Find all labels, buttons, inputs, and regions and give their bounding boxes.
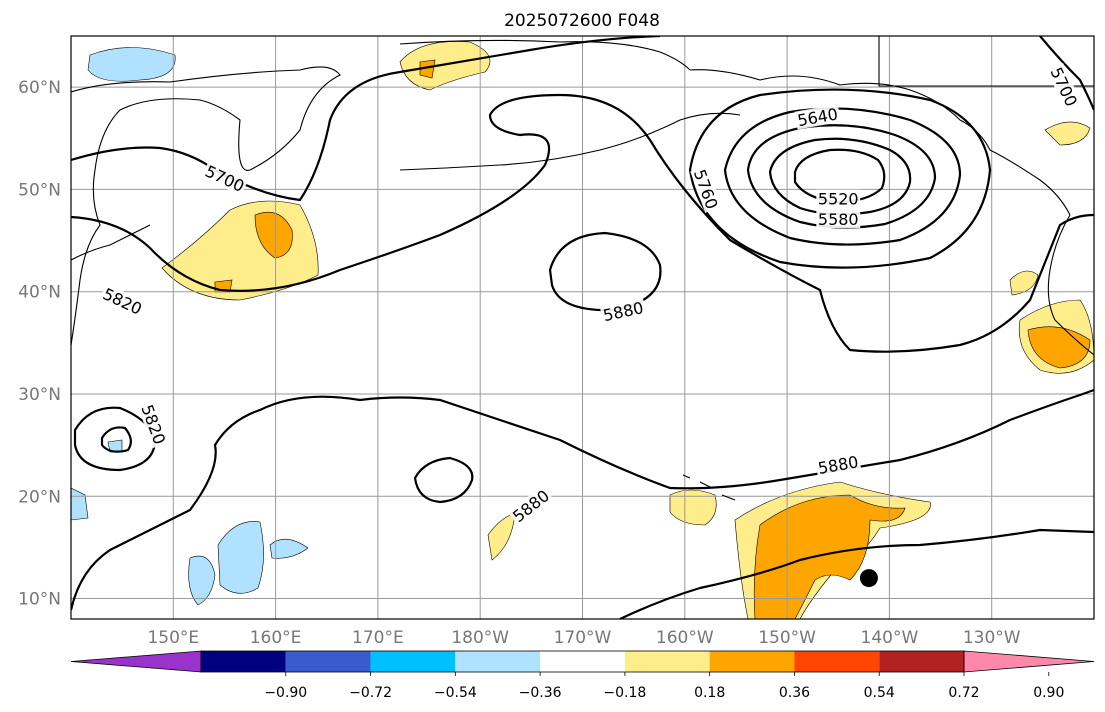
contour-5880-south (71, 388, 1094, 611)
colorbar-tick-9: 0.90 (1033, 685, 1064, 701)
latitude-labels: 10°N 20°N 30°N 40°N 50°N 60°N (18, 78, 61, 609)
contour-low-1 (688, 88, 992, 269)
contour-label-9: 5580 (816, 210, 861, 229)
coast-japan (71, 224, 151, 261)
colorbar-extend-high (963, 650, 1095, 673)
lon-label-8: 130°W (963, 628, 1021, 648)
figure-title: 2025072600 F048 (504, 11, 660, 31)
contour-5820-west (71, 93, 1094, 353)
colorbar-tick-6: 0.36 (779, 685, 810, 701)
shade-yellow-ca-small (1009, 270, 1039, 296)
coast-border (878, 36, 1094, 87)
lat-label-5: 60°N (18, 78, 61, 98)
shade-orange-top (419, 59, 436, 79)
coast-kamchatka (71, 66, 341, 346)
coast-alaska (689, 69, 1071, 216)
coast-aleutians (399, 112, 741, 171)
lon-label-3: 180°W (451, 628, 509, 648)
lon-label-6: 150°W (758, 628, 816, 648)
contour-label-8: 5520 (816, 189, 861, 209)
shade-light-blue-nw (87, 47, 176, 82)
svg-text:5520: 5520 (818, 190, 859, 209)
map-frame (70, 35, 1095, 620)
colorbar-tick-4: −0.18 (603, 685, 646, 701)
coast-west-na (1047, 214, 1094, 356)
lon-label-7: 140°W (861, 628, 919, 648)
lon-label-1: 160°E (250, 628, 302, 648)
graticule (71, 36, 1094, 619)
colorbar-tick-7: 0.54 (864, 685, 895, 701)
lat-label-3: 40°N (18, 283, 61, 303)
colorbar-segment-1 (285, 651, 371, 672)
shade-orange-se (753, 494, 906, 619)
colorbar (70, 650, 1095, 673)
contour-5700-ne (1039, 36, 1094, 111)
shade-light-blue-sw1 (188, 555, 216, 606)
shaded-regions (71, 41, 1094, 619)
lon-label-0: 150°E (147, 628, 199, 648)
colorbar-segment-6 (709, 651, 795, 672)
lon-label-2: 170°E (352, 628, 404, 648)
point-marker (859, 569, 878, 588)
colorbar-extend-low (70, 650, 202, 673)
colorbar-segment-5 (624, 651, 710, 672)
colorbar-tick-1: −0.72 (349, 685, 392, 701)
lat-label-2: 30°N (18, 385, 61, 405)
svg-text:5580: 5580 (818, 210, 859, 229)
contour-low-2 (723, 107, 962, 246)
shade-orange-ca (1027, 326, 1091, 369)
contour-5700-west (71, 36, 661, 202)
contour-low-4 (768, 137, 912, 216)
shade-yellow-top (399, 41, 491, 91)
colorbar-segment-8 (879, 651, 964, 672)
shade-light-blue-sw2 (217, 521, 264, 594)
shade-light-blue-sw3 (269, 538, 309, 559)
colorbar-segment-7 (794, 651, 880, 672)
colorbar-tick-3: −0.36 (519, 685, 562, 701)
lon-label-5: 160°W (656, 628, 714, 648)
colorbar-tick-2: −0.54 (434, 685, 477, 701)
lat-label-4: 50°N (18, 180, 61, 200)
contour-5820-tiny (100, 426, 132, 453)
lat-label-1: 20°N (18, 487, 61, 507)
colorbar-tick-8: 0.72 (948, 685, 979, 701)
shade-orange-nw-pac (254, 211, 293, 259)
colorbar-segment-4 (540, 651, 625, 672)
map-area: 5700582058205880588058805760564055205580… (71, 36, 1094, 619)
contour-5880-small (413, 456, 474, 504)
contour-south-edge (619, 528, 1094, 619)
colorbar-segment-2 (370, 651, 456, 672)
lat-label-0: 10°N (18, 590, 61, 610)
colorbar-segment-3 (455, 651, 541, 672)
colorbar-tick-5: 0.18 (694, 685, 725, 701)
longitude-labels: 150°E 160°E 170°E 180°W 170°W 160°W 150°W 140°W… (147, 628, 1020, 648)
contour-5880-north (548, 231, 662, 312)
shade-yellow-hawaii (669, 489, 717, 526)
colorbar-segment-0 (201, 651, 286, 672)
colorbar-tick-0: −0.90 (264, 685, 307, 701)
shade-yellow-ne (1044, 121, 1091, 146)
colorbar-tick-labels: −0.90 −0.72 −0.54 −0.36 −0.18 0.18 0.36 0.54 0.7… (264, 672, 1064, 701)
lon-label-4: 170°W (554, 628, 612, 648)
